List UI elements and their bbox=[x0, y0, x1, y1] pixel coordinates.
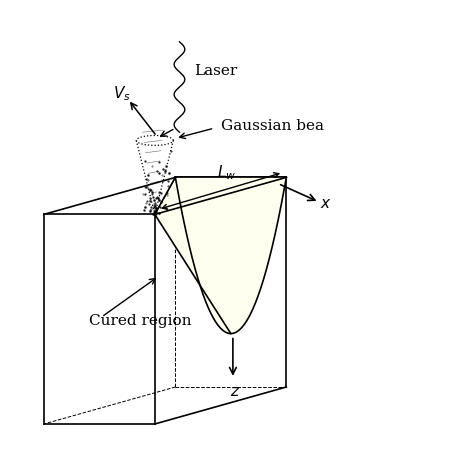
Text: $L_w$: $L_w$ bbox=[217, 163, 237, 182]
Text: $z$: $z$ bbox=[230, 385, 240, 399]
Text: Gaussian bea: Gaussian bea bbox=[220, 119, 324, 133]
Polygon shape bbox=[155, 177, 286, 214]
Polygon shape bbox=[155, 177, 286, 334]
Polygon shape bbox=[175, 177, 286, 334]
Polygon shape bbox=[155, 177, 231, 334]
Text: $x$: $x$ bbox=[319, 197, 331, 211]
Text: $V_s$: $V_s$ bbox=[113, 85, 131, 103]
Text: Laser: Laser bbox=[194, 64, 237, 78]
Text: Cured region: Cured region bbox=[89, 314, 191, 328]
